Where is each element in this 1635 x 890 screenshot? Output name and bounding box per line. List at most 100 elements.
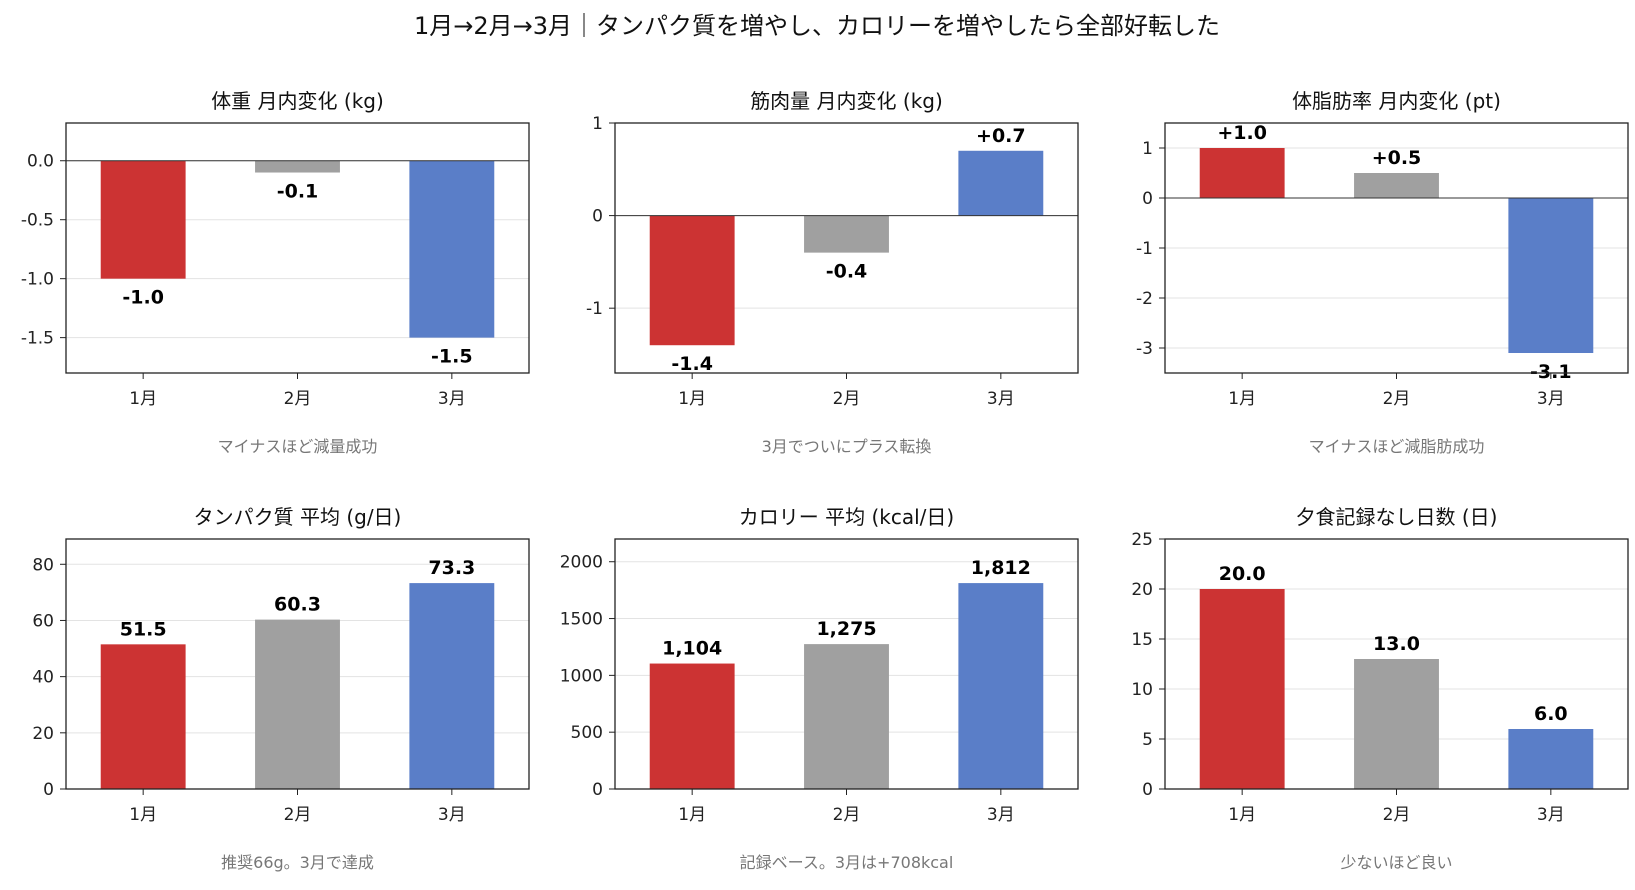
x-tick-label: 1月 [678, 389, 706, 409]
chart-title: 筋肉量 月内変化 (kg) [750, 89, 943, 113]
data-label: 1,812 [971, 557, 1031, 579]
bar-2 [804, 644, 889, 789]
y-tick-label: 10 [1131, 680, 1153, 700]
x-tick-label: 3月 [1537, 389, 1565, 409]
bar-3 [1508, 729, 1594, 789]
data-label: +0.5 [1372, 147, 1422, 169]
plot-frame [1164, 538, 1629, 790]
bar-3 [409, 583, 495, 789]
x-tick-label: 2月 [1383, 805, 1411, 825]
chart-panel-6: 夕食記録なし日数 (日) 20.0 1月 13.0 2月 6.0 3月 0 5 10 15 20 25 少… [1131, 505, 1629, 872]
x-tick-label: 1月 [1228, 805, 1256, 825]
bar-1 [1199, 148, 1285, 198]
x-tick-label: 3月 [438, 389, 466, 409]
data-label: 51.5 [120, 618, 167, 640]
chart-note: 推奨66g。3月で達成 [221, 853, 374, 872]
y-tick-label: 5 [1142, 730, 1153, 750]
x-tick-label: 3月 [1537, 805, 1565, 825]
y-tick-label: 0 [1142, 780, 1153, 800]
data-label: -0.1 [277, 181, 319, 203]
chart-note: マイナスほど減脂肪成功 [1309, 437, 1485, 456]
y-tick-label: 0.0 [27, 152, 54, 172]
data-label: 13.0 [1373, 633, 1420, 655]
y-tick-label: -1.5 [21, 329, 54, 349]
x-tick-label: 3月 [987, 389, 1015, 409]
x-tick-label: 1月 [129, 805, 157, 825]
chart-panel-2: 筋肉量 月内変化 (kg) -1.4 1月 -0.4 2月 +0.7 3月 1 0 -1 3月でつい… [586, 89, 1079, 456]
y-tick-label: 1000 [560, 666, 603, 686]
chart-title: 体重 月内変化 (kg) [211, 89, 384, 113]
y-tick-label: 15 [1131, 630, 1153, 650]
plot-frame [614, 122, 1079, 374]
bar-3 [958, 583, 1044, 789]
bar-2 [255, 160, 340, 173]
x-tick-label: 1月 [129, 389, 157, 409]
bar-1 [100, 160, 186, 279]
chart-panel-1: 体重 月内変化 (kg) -1.0 1月 -0.1 2月 -1.5 3月 0.0 -0.5 -1.… [21, 89, 530, 456]
data-label: -3.1 [1530, 361, 1572, 383]
chart-note: マイナスほど減量成功 [218, 437, 378, 456]
chart-panel-4: タンパク質 平均 (g/日) 51.5 1月 60.3 2月 73.3 3月 0 20 40 60 8… [32, 505, 530, 872]
x-tick-label: 2月 [284, 389, 312, 409]
data-label: 1,275 [816, 618, 876, 640]
y-tick-label: 2000 [560, 553, 603, 573]
data-label: -1.4 [671, 353, 713, 375]
bar-3 [409, 160, 495, 338]
chart-title: 体脂肪率 月内変化 (pt) [1292, 89, 1501, 113]
x-tick-label: 2月 [284, 805, 312, 825]
y-tick-label: 80 [32, 555, 54, 575]
x-tick-label: 3月 [987, 805, 1015, 825]
y-tick-label: 40 [32, 668, 54, 688]
data-label: -1.0 [122, 287, 164, 309]
plot-frame [614, 538, 1079, 790]
y-tick-label: -3 [1136, 339, 1153, 359]
data-label: +1.0 [1217, 122, 1267, 144]
bar-3 [1508, 198, 1594, 353]
x-tick-label: 2月 [833, 805, 861, 825]
chart-panel-3: 体脂肪率 月内変化 (pt) +1.0 1月 +0.5 2月 -3.1 3月 1 0 -1 -2 -3… [1136, 89, 1629, 456]
data-label: 20.0 [1219, 563, 1266, 585]
y-tick-label: 20 [32, 724, 54, 744]
y-tick-label: 0 [592, 780, 603, 800]
bar-2 [804, 215, 889, 253]
data-label: 1,104 [662, 638, 722, 660]
y-tick-label: -1.0 [21, 270, 54, 290]
y-tick-label: 25 [1131, 530, 1153, 550]
y-tick-label: 1 [1142, 139, 1153, 159]
x-tick-label: 2月 [833, 389, 861, 409]
x-tick-label: 1月 [678, 805, 706, 825]
y-tick-label: -2 [1136, 289, 1153, 309]
y-tick-label: -0.5 [21, 211, 54, 231]
y-tick-label: 0 [1142, 189, 1153, 209]
y-tick-label: 500 [571, 723, 603, 743]
y-tick-label: 1 [592, 114, 603, 134]
chart-note: 少ないほど良い [1340, 853, 1452, 872]
bar-2 [1354, 659, 1439, 789]
y-tick-label: 1500 [560, 610, 603, 630]
bar-2 [1354, 173, 1439, 198]
chart-note: 3月でついにプラス転換 [762, 437, 932, 456]
data-label: 73.3 [428, 557, 475, 579]
bar-1 [1199, 589, 1285, 789]
bar-3 [958, 150, 1044, 216]
y-tick-label: -1 [586, 299, 603, 319]
y-tick-label: 20 [1131, 580, 1153, 600]
chart-panel-5: カロリー 平均 (kcal/日) 1,104 1月 1,275 2月 1,812 3月 0 50… [560, 505, 1079, 872]
data-label: 6.0 [1534, 703, 1568, 725]
data-label: -0.4 [826, 261, 868, 283]
plot-frame [1164, 122, 1629, 374]
chart-note: 記録ベース。3月は+708kcal [740, 853, 954, 872]
bar-2 [255, 619, 340, 789]
bar-1 [100, 644, 186, 789]
x-tick-label: 2月 [1383, 389, 1411, 409]
chart-grid: 体重 月内変化 (kg) -1.0 1月 -0.1 2月 -1.5 3月 0.0 -0.5 -1.… [21, 89, 1629, 872]
y-tick-label: 60 [32, 611, 54, 631]
chart-title: 夕食記録なし日数 (日) [1296, 505, 1498, 529]
data-label: +0.7 [976, 125, 1026, 147]
plot-frame [65, 122, 530, 374]
data-label: 60.3 [274, 594, 321, 616]
plot-frame [65, 538, 530, 790]
y-tick-label: -1 [1136, 239, 1153, 259]
chart-title: カロリー 平均 (kcal/日) [739, 505, 954, 529]
